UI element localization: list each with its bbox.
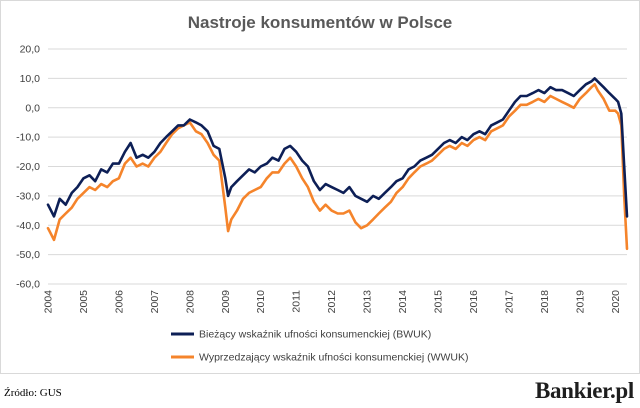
y-tick-label: 0,0: [25, 102, 40, 114]
x-tick-label: 2013: [362, 290, 374, 314]
series-line-bwuk: [46, 77, 629, 218]
x-tick-label: 2015: [433, 290, 445, 314]
x-tick-label: 2007: [149, 290, 161, 314]
y-tick-label: -40,0: [16, 220, 40, 232]
x-tick-label: 2014: [397, 290, 409, 314]
y-tick-label: -20,0: [16, 161, 40, 173]
x-tick-label: 2019: [574, 290, 586, 314]
brand-logo: Bankier.pl: [534, 378, 634, 403]
chart-frame: Nastroje konsumentów w Polsce 20,0 10,0 0,…: [0, 0, 640, 374]
y-tick-label: -50,0: [16, 249, 40, 261]
chart-title: Nastroje konsumentów w Polsce: [188, 13, 453, 32]
series-lines: [46, 77, 629, 251]
x-tick-label: 2012: [326, 290, 338, 314]
axes: 20,0 10,0 0,0 -10,0 -20,0 -30,0 -40,0 -50,0 -60,…: [16, 44, 622, 314]
x-tick-label: 2005: [78, 290, 90, 314]
x-tick-label: 2010: [255, 290, 267, 314]
x-tick-label: 2018: [539, 290, 551, 314]
gridlines: [48, 48, 627, 285]
series-line-wwuk: [46, 83, 629, 251]
y-tick-label: -10,0: [16, 132, 40, 144]
x-tick-label: 2016: [468, 290, 480, 314]
x-tick-label: 2009: [220, 290, 232, 314]
y-tick-label: 10,0: [20, 73, 41, 85]
source-note: Źródło: GUS: [4, 387, 62, 399]
legend-label: Wyprzedzający wskaźnik ufności konsumenc…: [199, 352, 468, 364]
legend-label: Bieżący wskaźnik ufności konsumenckiej (…: [199, 329, 431, 341]
x-tick-label: 2020: [610, 290, 622, 314]
line-chart: Nastroje konsumentów w Polsce 20,0 10,0 0,…: [16, 13, 629, 364]
x-tick-label: 2006: [113, 290, 125, 314]
y-tick-label: -30,0: [16, 190, 40, 202]
legend: Bieżący wskaźnik ufności konsumenckiej (…: [171, 329, 468, 364]
y-tick-label: -60,0: [16, 279, 40, 291]
y-tick-label: 20,0: [20, 44, 41, 56]
x-tick-label: 2011: [291, 290, 303, 313]
x-tick-label: 2008: [184, 290, 196, 314]
x-tick-label: 2017: [503, 290, 515, 314]
x-tick-label: 2004: [43, 290, 55, 314]
